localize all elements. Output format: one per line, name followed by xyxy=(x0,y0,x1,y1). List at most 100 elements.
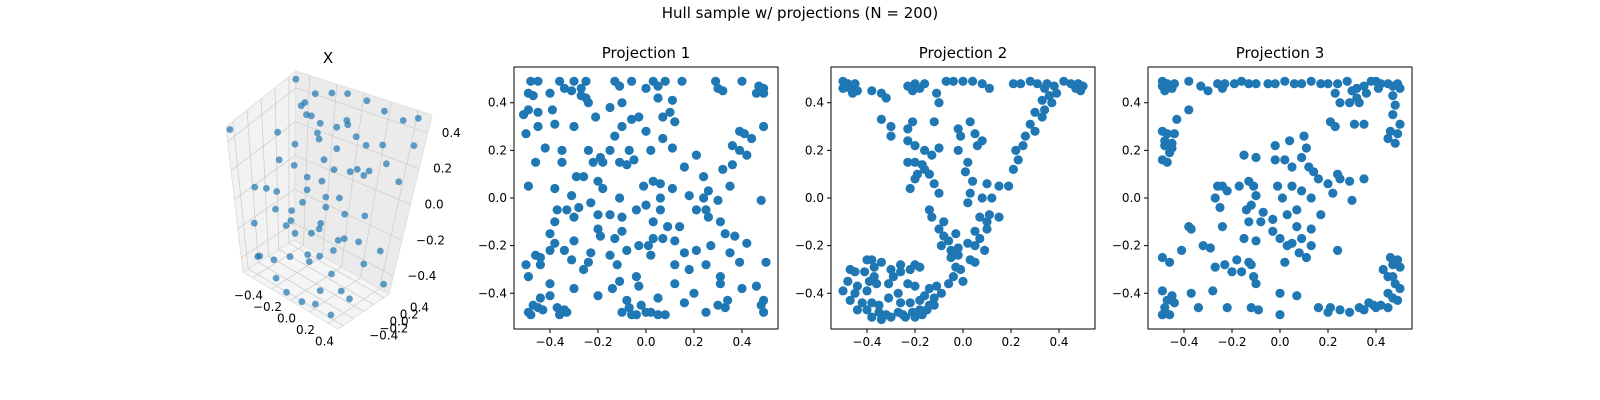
projection-2-point xyxy=(903,157,913,167)
projection-1-point xyxy=(701,260,711,270)
scatter-3d-point xyxy=(283,288,290,296)
projection-3-point xyxy=(1280,76,1290,86)
projection-1-point xyxy=(723,295,733,305)
projection-2-point xyxy=(929,179,939,189)
projection-2-point xyxy=(953,243,963,253)
projection-1-point xyxy=(720,303,730,313)
projection-2-point xyxy=(960,167,971,177)
projection-1-point xyxy=(653,293,663,303)
scatter-3d-point xyxy=(381,107,388,115)
projection-3-point xyxy=(1390,138,1400,148)
projection-3-title: Projection 3 xyxy=(1236,44,1324,62)
projection-1-point xyxy=(550,183,560,194)
projection-2-point xyxy=(881,93,891,103)
grid-line-3d xyxy=(295,121,420,170)
projection-1-point xyxy=(648,233,658,244)
projection-1-point xyxy=(742,238,752,248)
projection-1-point xyxy=(615,81,625,91)
projection-3-point xyxy=(1275,310,1285,320)
projection-3-point xyxy=(1165,148,1175,158)
projection-2-point xyxy=(1016,79,1026,89)
projection-1-point xyxy=(569,76,579,86)
projection-3-point xyxy=(1297,152,1307,163)
scatter-3d-point xyxy=(346,295,353,303)
projection-3-point xyxy=(1184,105,1194,115)
projection-1-point xyxy=(713,300,723,310)
projection-1-point xyxy=(670,117,680,127)
scatter-3d-point xyxy=(274,128,281,136)
projection-1-point xyxy=(545,245,555,255)
projection-1-point xyxy=(567,255,577,265)
projection-3-point xyxy=(1301,252,1311,263)
projection-1-point xyxy=(523,181,534,191)
projection-2-point xyxy=(1013,155,1023,165)
projection-3-point xyxy=(1388,110,1398,120)
projection-2-point xyxy=(951,229,961,239)
projection-2-point xyxy=(944,279,954,289)
projection-1-point xyxy=(533,121,543,132)
projection-3-point xyxy=(1294,248,1304,258)
projection-1-point xyxy=(571,172,582,182)
projection-1-point xyxy=(660,310,670,320)
projection-2-point xyxy=(876,114,887,124)
projection-2-point xyxy=(862,286,872,296)
projection-2-y-tick-label: 0.2 xyxy=(805,143,824,157)
projection-3-point xyxy=(1328,188,1338,198)
projection-2-point xyxy=(905,298,915,308)
scatter-3d-y-tick-label: 0.4 xyxy=(410,301,429,315)
projection-3-point xyxy=(1316,79,1326,89)
scatter-3d-point xyxy=(282,222,290,229)
projection-2-point xyxy=(1018,141,1028,151)
grid-line-3d xyxy=(268,255,364,312)
projection-1-point xyxy=(667,183,678,194)
projection-3-point xyxy=(1292,205,1302,215)
projection-3-point xyxy=(1160,303,1170,313)
projection-3-point xyxy=(1333,79,1343,89)
projection-1-point xyxy=(588,157,598,167)
projection-1-point xyxy=(703,212,714,222)
scatter-3d-point xyxy=(362,141,370,149)
projection-2-point xyxy=(903,136,913,146)
grid-line-3d xyxy=(230,121,296,171)
projection-3-point xyxy=(1165,257,1175,267)
scatter-3d-point xyxy=(288,207,295,215)
projection-1-point xyxy=(756,195,766,205)
grid-line-3d xyxy=(294,155,411,205)
projection-2-point xyxy=(920,291,930,301)
projection-2-point xyxy=(876,314,887,325)
projection-1-point xyxy=(631,310,642,320)
projection-1-point xyxy=(627,114,637,124)
projection-2-point xyxy=(850,288,860,298)
projection-1-point xyxy=(622,295,632,305)
projection-2-y-tick-label: 0.4 xyxy=(805,96,824,110)
projection-2-point xyxy=(929,300,939,310)
projection-3-point xyxy=(1306,241,1316,251)
projection-2-point xyxy=(948,272,959,282)
scatter-3d-point xyxy=(365,167,373,175)
projection-2-point xyxy=(963,157,973,167)
projection-3-point xyxy=(1371,303,1381,313)
projection-1-point xyxy=(655,179,666,189)
scatter-3d-point xyxy=(299,198,306,206)
projection-2-point xyxy=(958,276,968,286)
projection-3-point xyxy=(1246,303,1256,313)
projection-3-x-tick-label: 0.0 xyxy=(1270,335,1289,349)
projection-3-point xyxy=(1280,257,1290,267)
projection-2-point xyxy=(867,255,877,265)
scatter-3d-point xyxy=(291,140,299,148)
projection-2-x-tick-label: −0.2 xyxy=(900,335,929,349)
projection-3-y-tick-label: 0.2 xyxy=(1122,143,1141,157)
projection-3-point xyxy=(1277,193,1287,203)
scatter-3d-point xyxy=(379,141,387,149)
projection-3-point xyxy=(1167,83,1177,93)
projection-1-point xyxy=(751,281,762,291)
projection-3-point xyxy=(1395,262,1405,272)
projection-2-point xyxy=(1011,145,1021,155)
projection-2-point xyxy=(970,257,980,267)
projection-1-point xyxy=(660,76,670,86)
scatter-3d-point xyxy=(360,172,368,179)
projection-2-point xyxy=(965,188,975,198)
projection-2-point xyxy=(1037,112,1047,122)
projection-2-point xyxy=(948,76,959,86)
projection-2-point xyxy=(936,288,947,298)
